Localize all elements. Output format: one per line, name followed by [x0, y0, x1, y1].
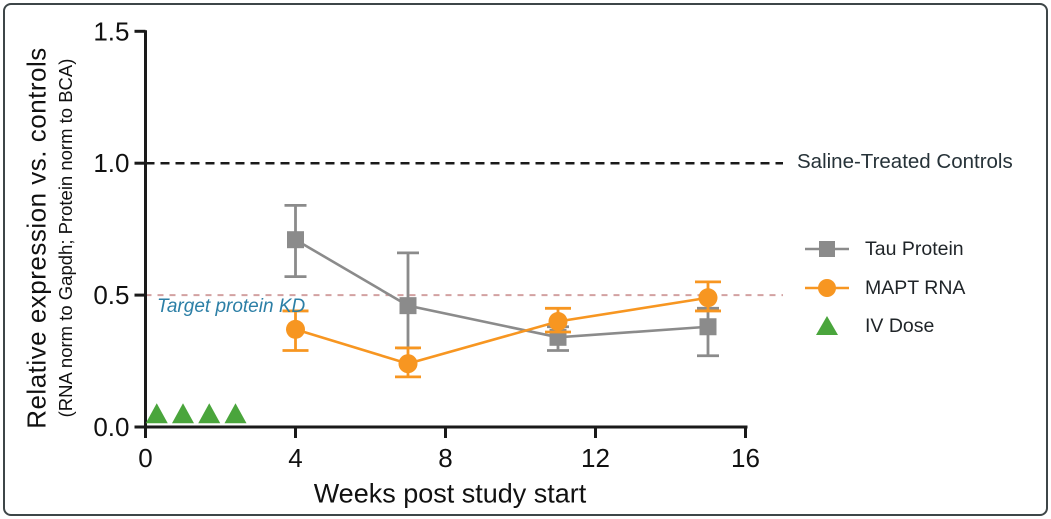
x-tick-label: 0	[138, 443, 152, 473]
dose-triangle-marker	[224, 403, 247, 424]
data-point-circle	[698, 288, 718, 308]
y-tick-label: 0.0	[93, 412, 129, 442]
triangle-marker-icon	[802, 314, 852, 338]
data-point-square	[287, 231, 304, 249]
y-tick-label: 0.5	[93, 280, 129, 310]
y-tick-label: 1.0	[93, 148, 129, 178]
circle-marker-icon	[802, 276, 852, 300]
data-point-circle	[398, 354, 418, 374]
x-tick-label: 12	[581, 443, 610, 473]
data-point-circle	[286, 319, 305, 339]
legend-item-tau-protein: Tau Protein	[802, 234, 964, 264]
dose-triangle-marker	[145, 403, 168, 424]
x-tick-label: 4	[288, 443, 302, 473]
dose-triangle-marker	[198, 403, 221, 424]
legend-item-mapt-rna: MAPT RNA	[802, 273, 965, 303]
data-point-square	[399, 297, 417, 315]
dose-triangle-marker	[172, 403, 194, 424]
reference-line-label-saline: Saline-Treated Controls	[797, 150, 1013, 173]
data-point-square	[699, 318, 717, 336]
legend-label: Tau Protein	[865, 237, 964, 260]
y-axis-subtitle: (RNA norm to Gapdh; Protein norm to BCA)	[55, 58, 76, 418]
x-axis-title: Weeks post study start	[313, 478, 587, 509]
legend-label: MAPT RNA	[865, 276, 966, 299]
reference-line-label-target-kd: Target protein KD	[157, 296, 306, 317]
x-tick-label: 8	[438, 443, 452, 473]
y-axis-title: Relative expression vs. controls	[21, 47, 52, 429]
series-line	[294, 238, 709, 339]
y-tick-label: 1.5	[93, 16, 129, 46]
x-tick-label: 16	[731, 443, 760, 473]
series-line	[295, 296, 709, 366]
square-marker-icon	[802, 237, 852, 261]
legend-label: IV Dose	[865, 314, 935, 337]
legend-item-iv-dose: IV Dose	[802, 311, 934, 341]
data-point-circle	[548, 311, 568, 331]
